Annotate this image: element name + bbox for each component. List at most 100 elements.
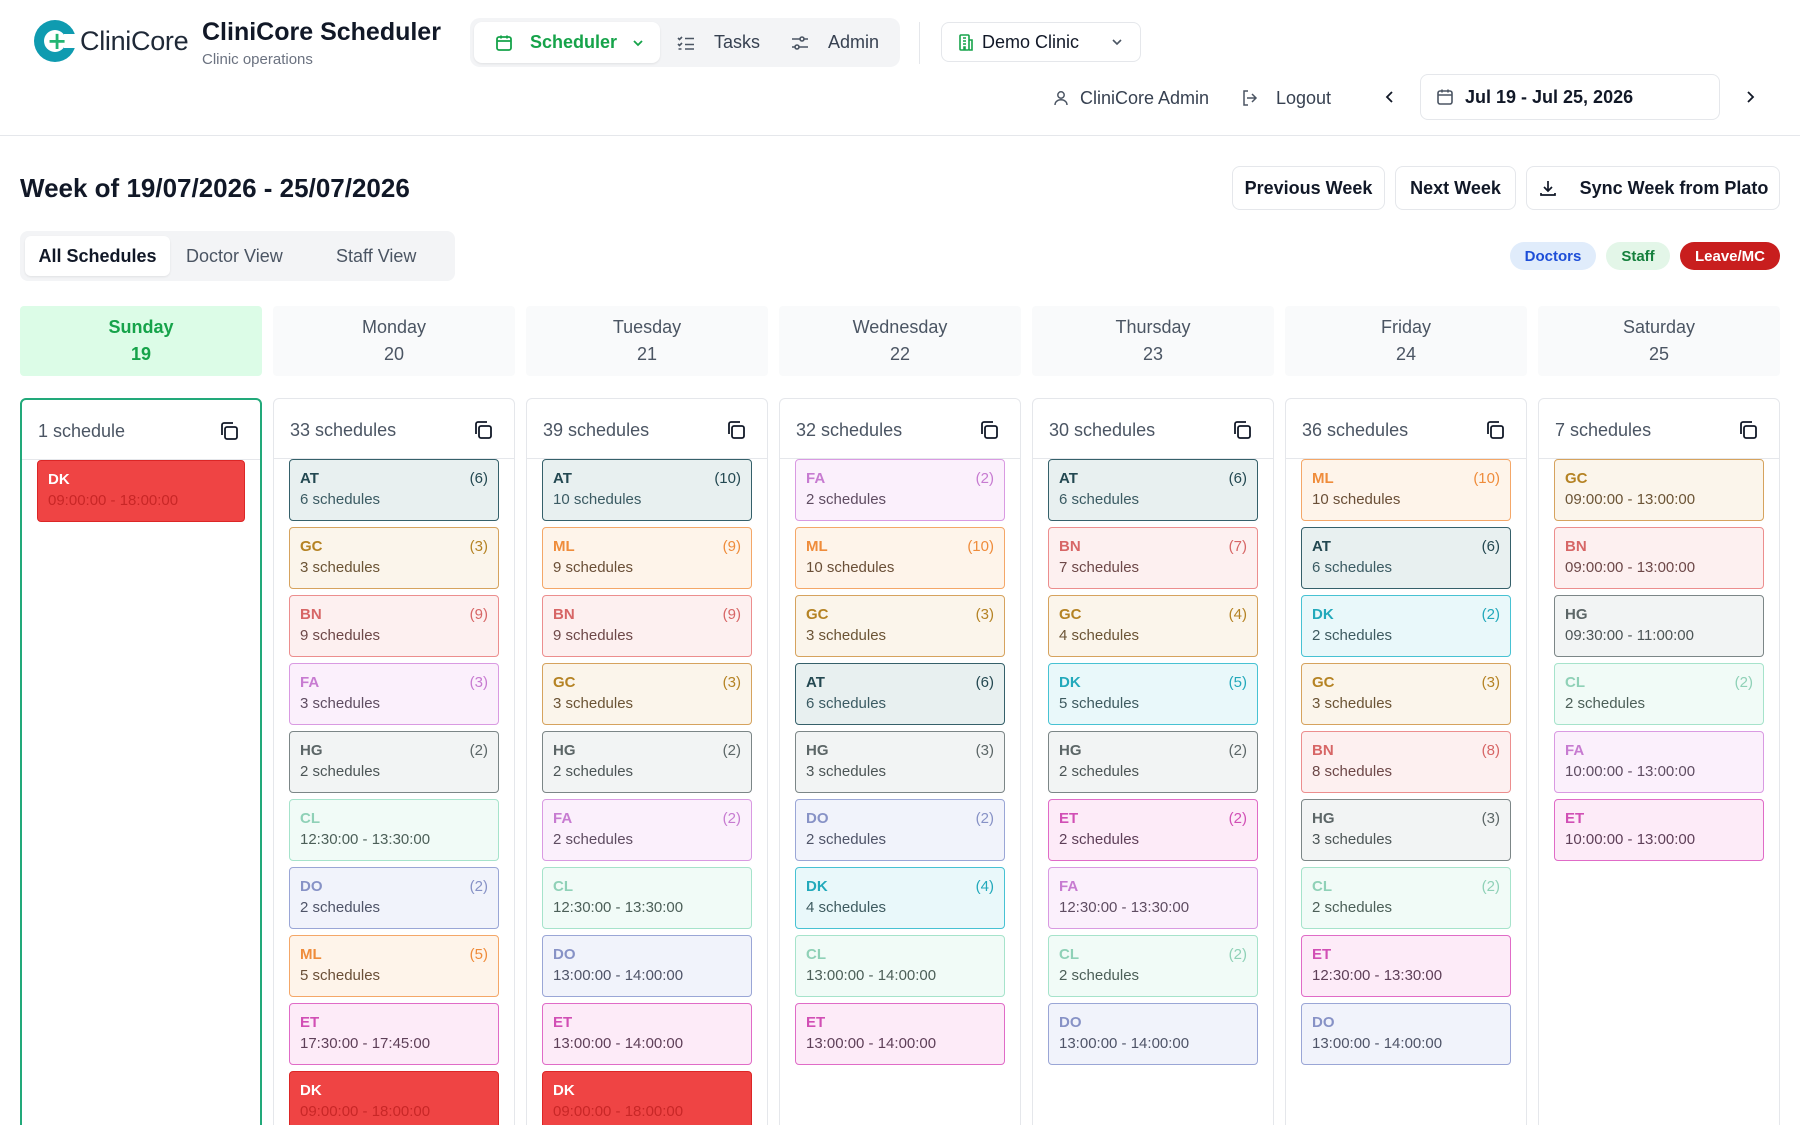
staff-code: BN	[553, 606, 575, 623]
user-menu[interactable]: CliniCore Admin	[1052, 84, 1209, 112]
nav-tasks[interactable]: Tasks	[676, 22, 776, 63]
schedule-count-badge: (9)	[469, 606, 488, 623]
schedule-card[interactable]: GC (3) 3 schedules	[795, 595, 1005, 657]
schedule-card[interactable]: FA 12:30:00 - 13:30:00	[1048, 867, 1258, 929]
schedule-card[interactable]: CL (2) 2 schedules	[1048, 935, 1258, 997]
schedule-card[interactable]: HG 09:30:00 - 11:00:00	[1554, 595, 1764, 657]
staff-code: HG	[1312, 810, 1335, 827]
schedule-card[interactable]: GC (3) 3 schedules	[289, 527, 499, 589]
schedule-card[interactable]: DK (2) 2 schedules	[1301, 595, 1511, 657]
copy-icon[interactable]	[978, 419, 1000, 441]
schedule-card[interactable]: DO (2) 2 schedules	[289, 867, 499, 929]
nav-tasks-label: Tasks	[714, 32, 761, 52]
schedule-card[interactable]: ET 10:00:00 - 13:00:00	[1554, 799, 1764, 861]
logout-button[interactable]: Logout	[1240, 84, 1331, 112]
schedule-card[interactable]: DO 13:00:00 - 14:00:00	[542, 935, 752, 997]
schedule-card[interactable]: BN (9) 9 schedules	[289, 595, 499, 657]
copy-icon[interactable]	[1231, 419, 1253, 441]
next-range-button[interactable]	[1737, 84, 1763, 110]
schedule-card[interactable]: BN (8) 8 schedules	[1301, 731, 1511, 793]
copy-icon[interactable]	[218, 420, 240, 442]
schedule-list: AT (6) 6 schedules GC (3) 3 schedules BN (9) 9 s…	[274, 459, 514, 1125]
schedule-detail: 09:00:00 - 18:00:00	[553, 1103, 684, 1120]
logo[interactable]: CliniCore	[34, 20, 189, 62]
schedule-card[interactable]: ML (5) 5 schedules	[289, 935, 499, 997]
schedule-card[interactable]: DK 09:00:00 - 18:00:00	[37, 460, 245, 522]
staff-code: DK	[1059, 674, 1081, 691]
schedule-card[interactable]: FA (2) 2 schedules	[795, 459, 1005, 521]
schedule-card[interactable]: ET 12:30:00 - 13:30:00	[1301, 935, 1511, 997]
prev-range-button[interactable]	[1377, 84, 1403, 110]
copy-icon[interactable]	[725, 419, 747, 441]
schedule-card[interactable]: DK (4) 4 schedules	[795, 867, 1005, 929]
date-range-picker[interactable]: Jul 19 - Jul 25, 2026	[1420, 74, 1720, 120]
tab-staff-view[interactable]: Staff View	[336, 245, 417, 266]
schedule-card[interactable]: AT (6) 6 schedules	[795, 663, 1005, 725]
schedule-card[interactable]: DK 09:00:00 - 18:00:00	[289, 1071, 499, 1125]
schedule-detail: 13:00:00 - 14:00:00	[553, 1035, 684, 1052]
staff-code: AT	[806, 674, 825, 691]
schedule-card[interactable]: CL (2) 2 schedules	[1554, 663, 1764, 725]
schedule-card[interactable]: ET 13:00:00 - 14:00:00	[542, 1003, 752, 1065]
copy-icon[interactable]	[472, 419, 494, 441]
schedule-card[interactable]: ET (2) 2 schedules	[1048, 799, 1258, 861]
schedule-card[interactable]: HG (3) 3 schedules	[1301, 799, 1511, 861]
schedule-card[interactable]: CL (2) 2 schedules	[1301, 867, 1511, 929]
schedule-card[interactable]: AT (6) 6 schedules	[1301, 527, 1511, 589]
clinic-select[interactable]: Demo Clinic	[941, 22, 1141, 62]
schedule-card[interactable]: BN (7) 7 schedules	[1048, 527, 1258, 589]
schedule-card[interactable]: AT (6) 6 schedules	[289, 459, 499, 521]
next-week-button[interactable]: Next Week	[1395, 166, 1516, 210]
schedule-card[interactable]: DO (2) 2 schedules	[795, 799, 1005, 861]
staff-code: DK	[300, 1082, 322, 1099]
schedule-card[interactable]: AT (10) 10 schedules	[542, 459, 752, 521]
schedule-card[interactable]: GC (4) 4 schedules	[1048, 595, 1258, 657]
day-date: 24	[1395, 344, 1417, 364]
schedule-card[interactable]: AT (6) 6 schedules	[1048, 459, 1258, 521]
schedule-card[interactable]: CL 12:30:00 - 13:30:00	[289, 799, 499, 861]
schedule-card[interactable]: DO 13:00:00 - 14:00:00	[1048, 1003, 1258, 1065]
schedule-card[interactable]: GC (3) 3 schedules	[1301, 663, 1511, 725]
sync-week-label: Sync Week from Plato	[1579, 177, 1769, 198]
schedule-card[interactable]: DK 09:00:00 - 18:00:00	[542, 1071, 752, 1125]
schedule-count-badge: (2)	[469, 742, 488, 759]
schedule-detail: 2 schedules	[1059, 967, 1140, 984]
schedule-count-badge: (6)	[975, 674, 994, 691]
nav-scheduler[interactable]: Scheduler	[474, 22, 660, 63]
schedule-card[interactable]: HG (3) 3 schedules	[795, 731, 1005, 793]
schedule-card[interactable]: ET 17:30:00 - 17:45:00	[289, 1003, 499, 1065]
schedule-detail: 13:00:00 - 14:00:00	[806, 1035, 937, 1052]
sliders-icon	[792, 35, 808, 50]
schedule-card[interactable]: GC (3) 3 schedules	[542, 663, 752, 725]
app-subtitle: Clinic operations	[202, 51, 313, 68]
schedule-card[interactable]: BN 09:00:00 - 13:00:00	[1554, 527, 1764, 589]
schedule-card[interactable]: BN (9) 9 schedules	[542, 595, 752, 657]
staff-code: ET	[300, 1014, 320, 1031]
schedule-card[interactable]: GC 09:00:00 - 13:00:00	[1554, 459, 1764, 521]
schedule-detail: 2 schedules	[553, 763, 634, 780]
staff-code: CL	[806, 946, 826, 963]
copy-icon[interactable]	[1737, 419, 1759, 441]
copy-icon[interactable]	[1484, 419, 1506, 441]
previous-week-button[interactable]: Previous Week	[1232, 166, 1385, 210]
sync-week-button[interactable]: Sync Week from Plato	[1526, 166, 1780, 210]
schedule-card[interactable]: ML (10) 10 schedules	[795, 527, 1005, 589]
schedule-card[interactable]: DK (5) 5 schedules	[1048, 663, 1258, 725]
tab-all-schedules[interactable]: All Schedules	[25, 236, 170, 276]
staff-code: DO	[1059, 1014, 1082, 1031]
schedule-card[interactable]: FA 10:00:00 - 13:00:00	[1554, 731, 1764, 793]
schedule-card[interactable]: ML (9) 9 schedules	[542, 527, 752, 589]
schedule-card[interactable]: HG (2) 2 schedules	[1048, 731, 1258, 793]
schedule-card[interactable]: CL 12:30:00 - 13:30:00	[542, 867, 752, 929]
schedule-card[interactable]: FA (2) 2 schedules	[542, 799, 752, 861]
schedule-card[interactable]: HG (2) 2 schedules	[289, 731, 499, 793]
schedule-card[interactable]: CL 13:00:00 - 14:00:00	[795, 935, 1005, 997]
schedule-card[interactable]: ML (10) 10 schedules	[1301, 459, 1511, 521]
nav-admin[interactable]: Admin	[790, 22, 894, 63]
schedule-card[interactable]: ET 13:00:00 - 14:00:00	[795, 1003, 1005, 1065]
schedule-card[interactable]: HG (2) 2 schedules	[542, 731, 752, 793]
tab-doctor-view[interactable]: Doctor View	[186, 245, 283, 266]
schedule-card[interactable]: DO 13:00:00 - 14:00:00	[1301, 1003, 1511, 1065]
day-date: 19	[130, 344, 152, 364]
schedule-card[interactable]: FA (3) 3 schedules	[289, 663, 499, 725]
